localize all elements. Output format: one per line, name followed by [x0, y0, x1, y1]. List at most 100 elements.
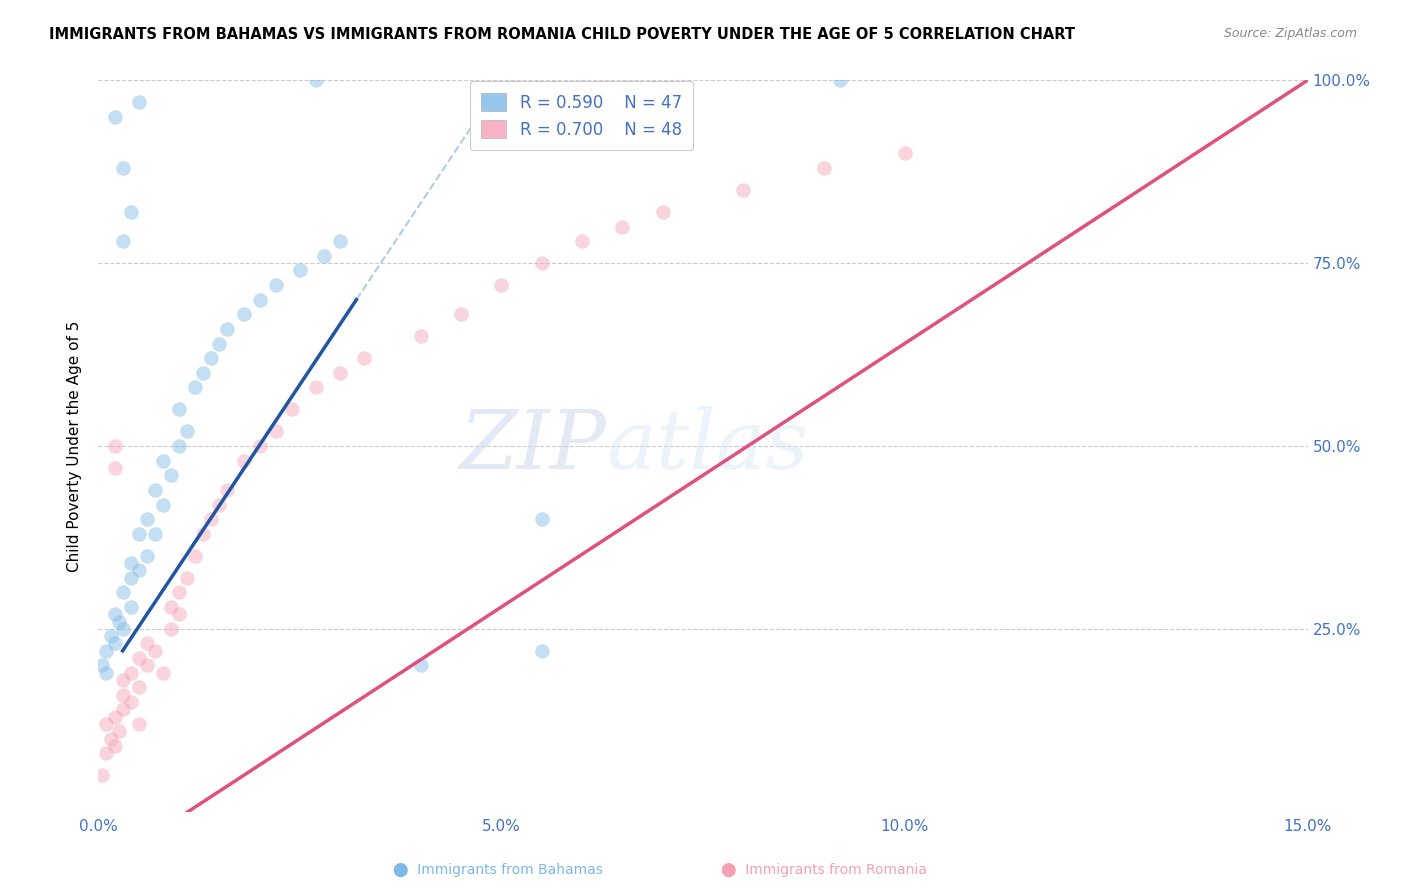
Immigrants from Bahamas [232, 307, 254, 321]
Immigrants from Romania [208, 498, 231, 512]
Immigrants from Romania [120, 665, 142, 680]
Immigrants from Romania [167, 607, 190, 622]
Immigrants from Bahamas [128, 95, 150, 110]
Text: ZIP: ZIP [460, 406, 606, 486]
Immigrants from Bahamas [314, 249, 336, 263]
Legend: R = 0.590    N = 47, R = 0.700    N = 48: R = 0.590 N = 47, R = 0.700 N = 48 [470, 81, 693, 150]
Immigrants from Romania [264, 425, 287, 439]
Text: ⬤  Immigrants from Romania: ⬤ Immigrants from Romania [721, 863, 927, 877]
Immigrants from Bahamas [152, 453, 174, 467]
Immigrants from Romania [491, 278, 513, 293]
Immigrants from Bahamas [135, 512, 157, 526]
Immigrants from Bahamas [305, 73, 328, 87]
Immigrants from Romania [167, 585, 190, 599]
Immigrants from Romania [813, 161, 835, 175]
Immigrants from Romania [612, 219, 634, 234]
Immigrants from Bahamas [530, 512, 553, 526]
Immigrants from Bahamas [184, 380, 207, 394]
Immigrants from Bahamas [143, 526, 166, 541]
Immigrants from Bahamas [111, 161, 134, 175]
Immigrants from Romania [103, 709, 125, 723]
Immigrants from Romania [217, 483, 239, 497]
Immigrants from Bahamas [135, 549, 157, 563]
Immigrants from Bahamas [828, 73, 851, 87]
Immigrants from Bahamas [329, 234, 352, 248]
Immigrants from Romania [107, 724, 129, 739]
Immigrants from Bahamas [96, 665, 118, 680]
Text: ⬤  Immigrants from Bahamas: ⬤ Immigrants from Bahamas [392, 863, 602, 877]
Y-axis label: Child Poverty Under the Age of 5: Child Poverty Under the Age of 5 [67, 320, 83, 572]
Immigrants from Romania [249, 439, 271, 453]
Immigrants from Romania [103, 461, 125, 475]
Immigrants from Romania [176, 571, 198, 585]
Immigrants from Romania [91, 768, 114, 782]
Text: atlas: atlas [606, 406, 808, 486]
Immigrants from Bahamas [120, 556, 142, 570]
Immigrants from Bahamas [107, 615, 129, 629]
Immigrants from Bahamas [167, 439, 190, 453]
Immigrants from Romania [111, 673, 134, 687]
Immigrants from Romania [329, 366, 352, 380]
Immigrants from Bahamas [208, 336, 231, 351]
Immigrants from Romania [651, 205, 673, 219]
Immigrants from Romania [409, 329, 432, 343]
Immigrants from Bahamas [111, 585, 134, 599]
Immigrants from Romania [111, 688, 134, 702]
Immigrants from Romania [128, 717, 150, 731]
Immigrants from Bahamas [160, 468, 183, 483]
Immigrants from Romania [111, 702, 134, 716]
Immigrants from Romania [128, 681, 150, 695]
Immigrants from Bahamas [264, 278, 287, 293]
Immigrants from Romania [305, 380, 328, 394]
Immigrants from Bahamas [96, 644, 118, 658]
Immigrants from Bahamas [128, 526, 150, 541]
Immigrants from Bahamas [103, 636, 125, 650]
Immigrants from Romania [200, 512, 222, 526]
Immigrants from Romania [733, 183, 755, 197]
Immigrants from Romania [135, 636, 157, 650]
Immigrants from Romania [893, 146, 915, 161]
Immigrants from Bahamas [200, 351, 222, 366]
Immigrants from Bahamas [103, 607, 125, 622]
Immigrants from Romania [530, 256, 553, 270]
Immigrants from Romania [152, 665, 174, 680]
Text: Source: ZipAtlas.com: Source: ZipAtlas.com [1223, 27, 1357, 40]
Immigrants from Bahamas [176, 425, 198, 439]
Immigrants from Romania [281, 402, 304, 417]
Immigrants from Romania [120, 695, 142, 709]
Immigrants from Bahamas [111, 234, 134, 248]
Immigrants from Bahamas [167, 402, 190, 417]
Immigrants from Bahamas [100, 629, 122, 643]
Immigrants from Romania [103, 739, 125, 753]
Immigrants from Romania [193, 526, 215, 541]
Immigrants from Romania [96, 746, 118, 760]
Immigrants from Bahamas [120, 599, 142, 614]
Immigrants from Bahamas [152, 498, 174, 512]
Immigrants from Romania [450, 307, 472, 321]
Immigrants from Romania [571, 234, 593, 248]
Immigrants from Romania [135, 658, 157, 673]
Immigrants from Bahamas [288, 263, 311, 277]
Immigrants from Romania [232, 453, 254, 467]
Immigrants from Bahamas [111, 622, 134, 636]
Immigrants from Bahamas [128, 563, 150, 577]
Immigrants from Romania [353, 351, 375, 366]
Immigrants from Bahamas [530, 644, 553, 658]
Immigrants from Romania [128, 651, 150, 665]
Immigrants from Bahamas [217, 322, 239, 336]
Immigrants from Romania [160, 622, 183, 636]
Immigrants from Romania [103, 439, 125, 453]
Immigrants from Bahamas [91, 658, 114, 673]
Immigrants from Bahamas [409, 658, 432, 673]
Immigrants from Romania [184, 549, 207, 563]
Immigrants from Bahamas [249, 293, 271, 307]
Immigrants from Romania [100, 731, 122, 746]
Immigrants from Bahamas [103, 110, 125, 124]
Text: IMMIGRANTS FROM BAHAMAS VS IMMIGRANTS FROM ROMANIA CHILD POVERTY UNDER THE AGE O: IMMIGRANTS FROM BAHAMAS VS IMMIGRANTS FR… [49, 27, 1076, 42]
Immigrants from Romania [160, 599, 183, 614]
Immigrants from Bahamas [120, 205, 142, 219]
Immigrants from Romania [143, 644, 166, 658]
Immigrants from Bahamas [120, 571, 142, 585]
Immigrants from Romania [96, 717, 118, 731]
Immigrants from Bahamas [143, 483, 166, 497]
